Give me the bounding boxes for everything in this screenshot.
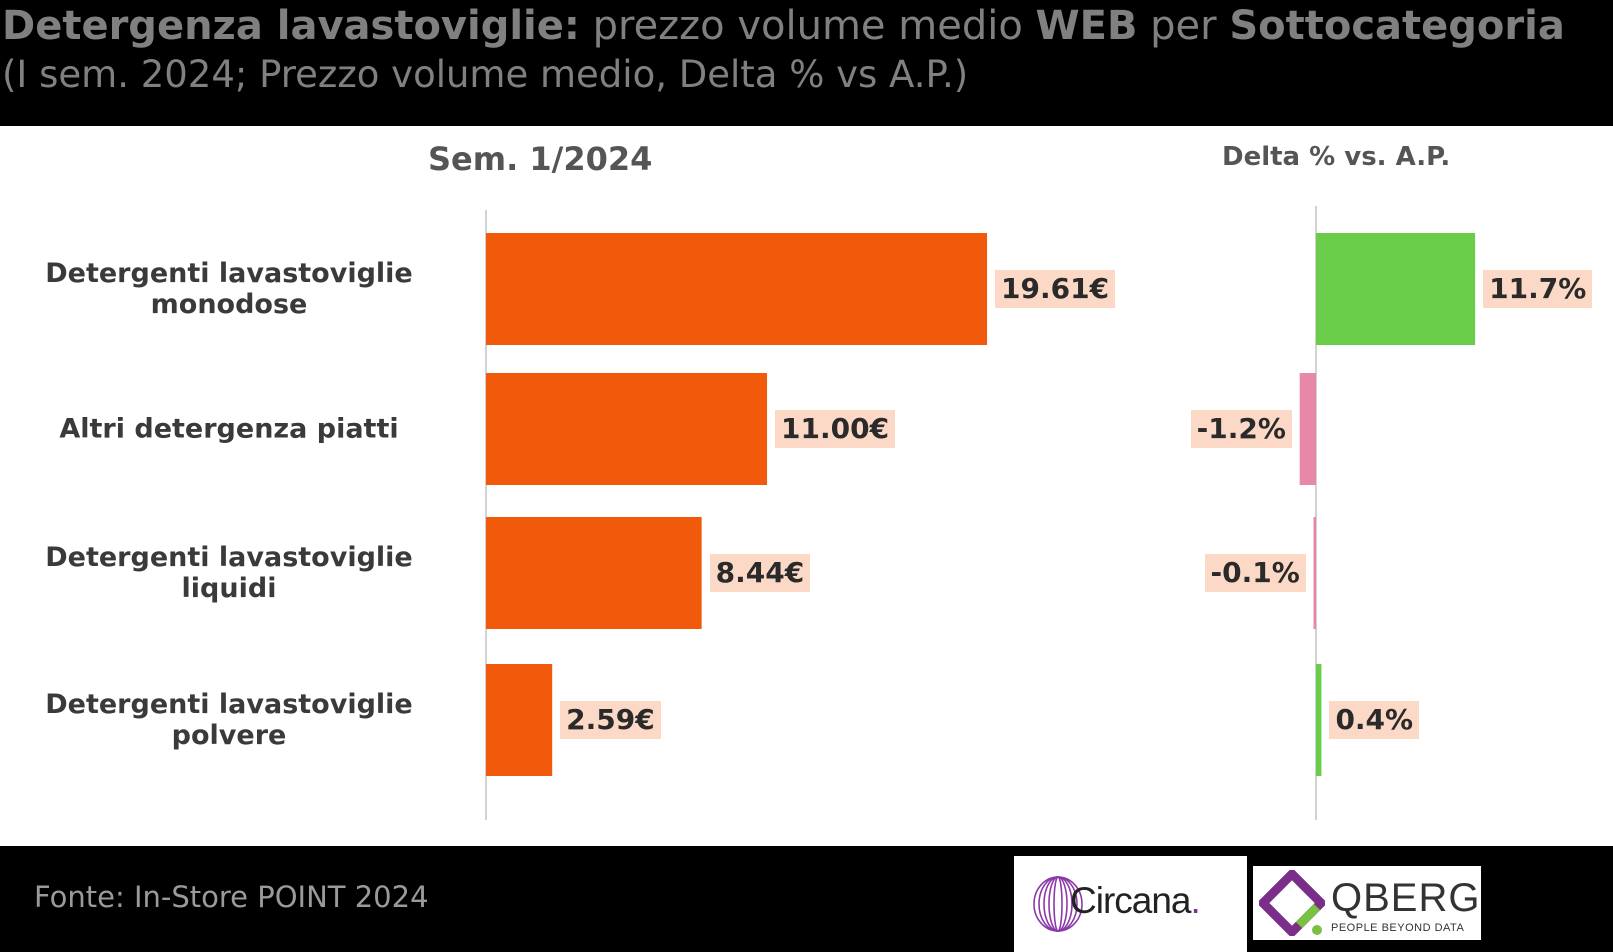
delta-bar: [1316, 233, 1476, 345]
category-label: Altri detergenza piatti: [0, 414, 464, 445]
qberg-logo: QBERG PEOPLE BEYOND DATA: [1253, 866, 1481, 940]
circana-logo: Circana.: [1014, 856, 1247, 952]
delta-chart-title: Delta % vs. A.P.: [1222, 142, 1451, 172]
category-label-line: polvere: [171, 720, 287, 751]
price-value-label: 2.59€: [560, 701, 661, 739]
delta-value-label: 0.4%: [1329, 701, 1420, 739]
delta-value-label: -1.2%: [1190, 410, 1292, 448]
qberg-tagline: PEOPLE BEYOND DATA: [1331, 922, 1465, 934]
circana-wordmark: Circana: [1070, 880, 1191, 921]
price-value-label: 11.00€: [775, 410, 896, 448]
qberg-wordmark: QBERG: [1331, 876, 1481, 920]
price-bar: [486, 664, 553, 776]
category-label-line: monodose: [150, 289, 308, 320]
page-title: Detergenza lavastoviglie: prezzo volume …: [2, 3, 1565, 49]
delta-bar: [1316, 664, 1322, 776]
category-label-line: liquidi: [181, 573, 277, 604]
delta-value-label: 11.7%: [1483, 270, 1593, 308]
delta-bar: [1313, 517, 1316, 629]
category-label-line: Altri detergenza piatti: [59, 413, 399, 445]
circana-dot: .: [1190, 880, 1201, 921]
page-subtitle: (I sem. 2024; Prezzo volume medio, Delta…: [2, 53, 969, 96]
footer: Fonte: In-Store POINT 2024 Circana. QBER…: [0, 846, 1613, 952]
category-label: Detergenti lavastoviglie polvere: [0, 689, 464, 751]
category-label-line: Detergenti lavastoviglie: [45, 258, 413, 289]
source-note: Fonte: In-Store POINT 2024: [34, 880, 429, 914]
category-label: Detergenti lavastoviglie liquidi: [0, 542, 464, 604]
delta-bar: [1299, 373, 1316, 485]
price-chart-title: Sem. 1/2024: [428, 140, 653, 178]
chart-panel: Sem. 1/2024 Delta % vs. A.P. Detergenti …: [0, 126, 1613, 846]
price-bar: [486, 373, 768, 485]
category-label: Detergenti lavastoviglie monodose: [0, 258, 464, 320]
delta-value-label: -0.1%: [1204, 554, 1306, 592]
price-value-label: 8.44€: [709, 554, 811, 592]
price-bar: [486, 517, 702, 629]
category-label-line: Detergenti lavastoviglie: [45, 542, 413, 573]
category-label-line: Detergenti lavastoviglie: [45, 689, 413, 720]
qberg-diamond-icon: [1259, 870, 1325, 936]
header: Detergenza lavastoviglie: prezzo volume …: [0, 0, 1613, 126]
price-bar: [486, 233, 988, 345]
circana-globe-icon: [1033, 876, 1083, 932]
price-value-label: 19.61€: [995, 270, 1116, 308]
chart-svg: [485, 206, 1476, 820]
